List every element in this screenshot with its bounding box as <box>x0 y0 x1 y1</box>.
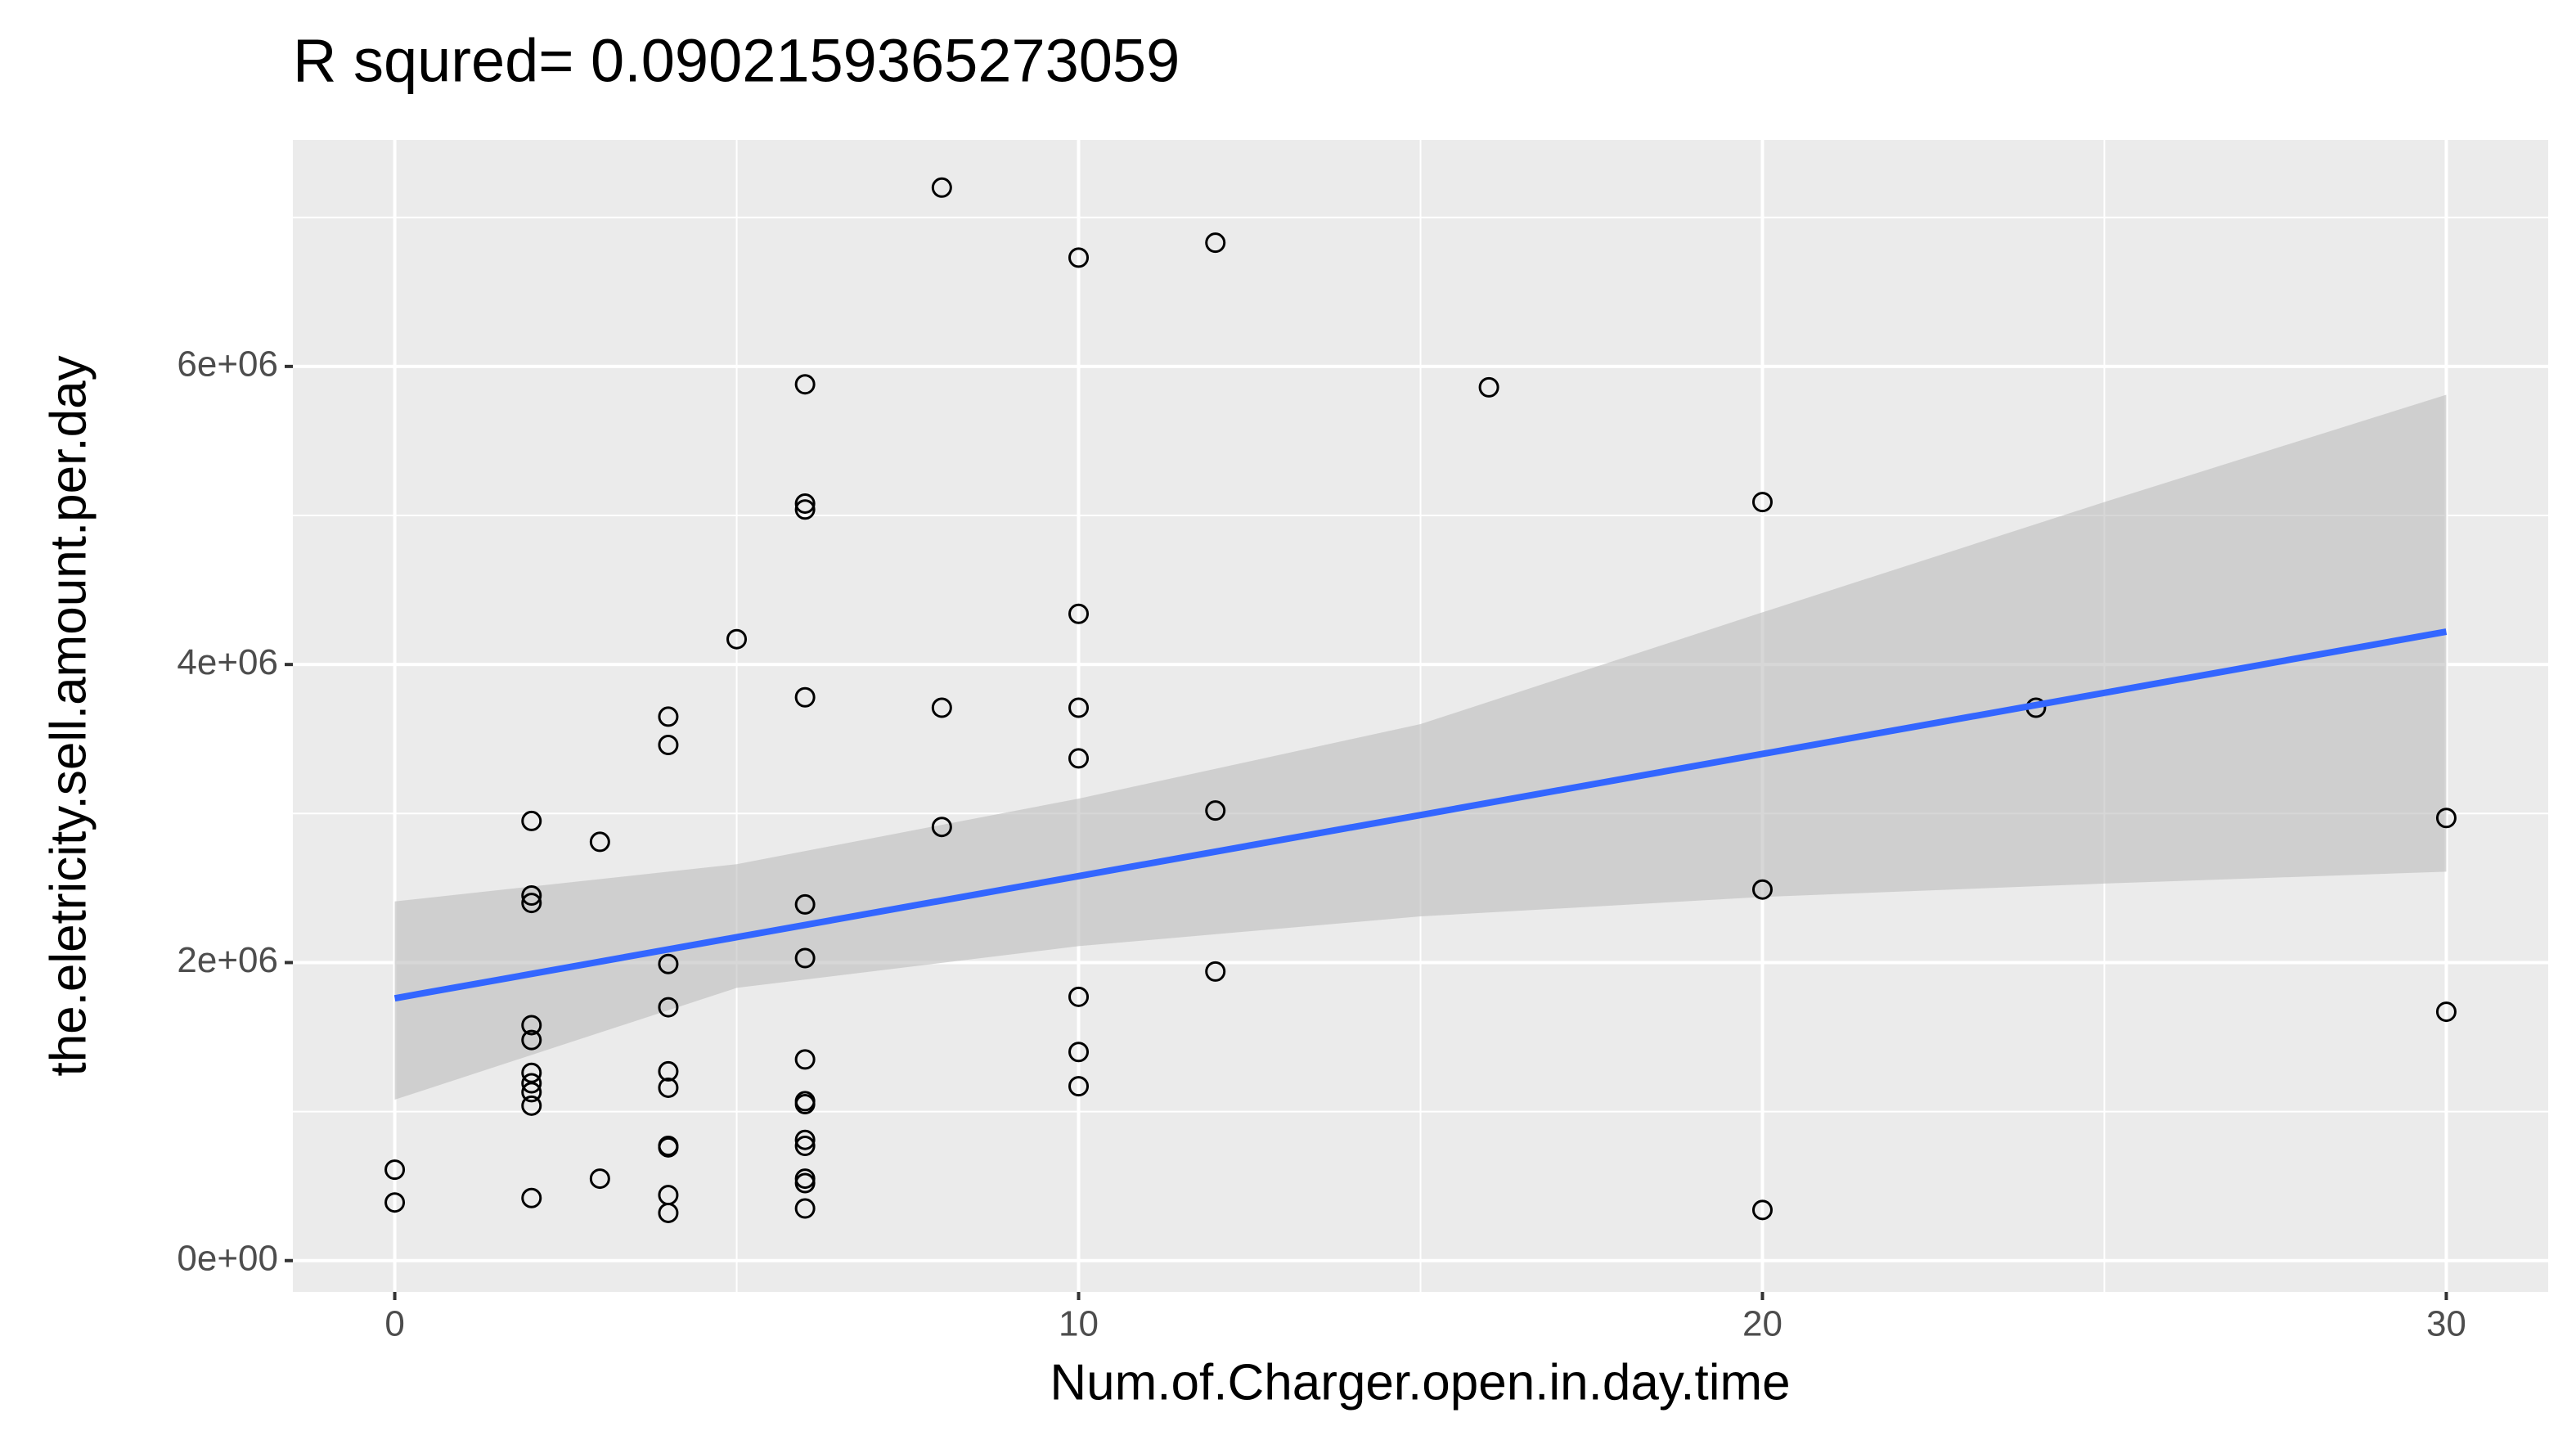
point <box>794 1172 816 1194</box>
point <box>658 706 679 727</box>
point <box>521 1015 542 1036</box>
point <box>1068 697 1090 718</box>
point <box>1205 961 1226 982</box>
point <box>2435 1001 2457 1023</box>
chart-title: R squred= 0.0902159365273059 <box>293 27 1180 95</box>
point <box>521 810 542 831</box>
point <box>794 374 816 395</box>
point <box>1068 1076 1090 1097</box>
point <box>1205 800 1226 821</box>
point <box>589 831 610 853</box>
point <box>794 1198 816 1219</box>
point <box>1068 986 1090 1007</box>
point <box>794 1129 816 1150</box>
point <box>794 499 816 520</box>
point <box>589 1168 610 1190</box>
x-axis-label: Num.of.Charger.open.in.day.time <box>1050 1354 1790 1411</box>
point <box>931 177 952 198</box>
point <box>1068 247 1090 268</box>
point <box>794 1093 816 1114</box>
point <box>794 686 816 708</box>
point <box>658 1077 679 1098</box>
point <box>384 1192 406 1213</box>
x-tick-label: 0 <box>384 1304 404 1344</box>
point <box>1751 1199 1773 1221</box>
point <box>1205 232 1226 254</box>
point <box>1068 1042 1090 1063</box>
y-tick-label: 2e+06 <box>177 940 278 980</box>
point <box>1751 879 1773 900</box>
y-tick-label: 6e+06 <box>177 344 278 384</box>
y-axis-label: the.eletricity.sell.amount.per.day <box>40 355 97 1076</box>
point <box>658 1202 679 1223</box>
point <box>726 628 748 650</box>
point <box>658 1136 679 1158</box>
point <box>794 1049 816 1070</box>
x-tick-label: 20 <box>1742 1304 1783 1344</box>
point <box>521 1082 542 1103</box>
point <box>521 893 542 914</box>
confidence-band <box>394 394 2447 1100</box>
y-tick-label: 0e+00 <box>177 1238 278 1278</box>
point <box>1751 492 1773 513</box>
point <box>1068 603 1090 624</box>
point <box>521 1029 542 1051</box>
point <box>521 884 542 906</box>
point <box>2435 808 2457 829</box>
point <box>521 1062 542 1083</box>
point <box>1478 376 1499 398</box>
point <box>794 893 816 915</box>
point <box>521 1095 542 1116</box>
point <box>658 953 679 974</box>
plot-layer: 0 10 20 30 0e+00 2e+06 4e+06 6e+06 <box>177 140 2548 1344</box>
point <box>658 1060 679 1082</box>
fit-line <box>393 628 2448 1002</box>
point <box>931 697 952 718</box>
point <box>521 1073 542 1094</box>
point <box>794 1135 816 1156</box>
x-tick-label: 30 <box>2426 1304 2466 1344</box>
point <box>384 1159 406 1181</box>
y-tick-label: 4e+06 <box>177 642 278 682</box>
point <box>931 817 952 838</box>
point <box>658 997 679 1018</box>
point <box>1068 748 1090 769</box>
x-tick-label: 10 <box>1059 1304 1099 1344</box>
point <box>658 735 679 756</box>
point <box>794 493 816 514</box>
point <box>794 947 816 969</box>
point <box>521 1187 542 1208</box>
